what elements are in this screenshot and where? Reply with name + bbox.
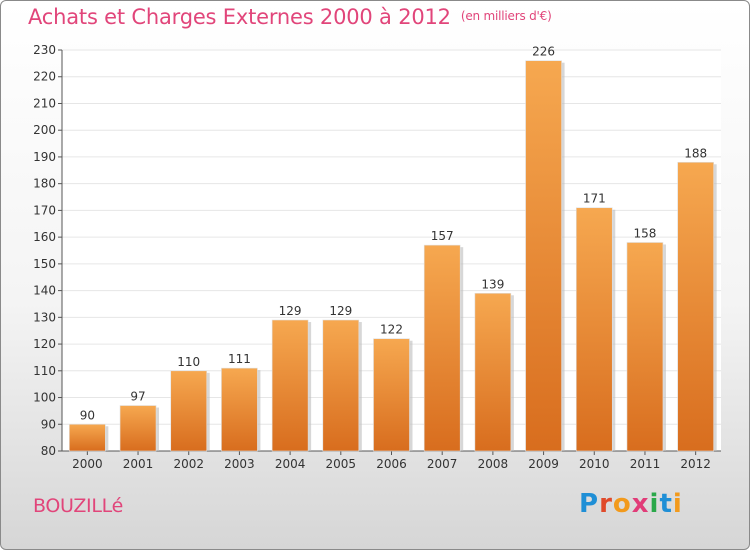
x-tick-label: 2009 bbox=[528, 457, 559, 471]
y-tick-label: 230 bbox=[33, 43, 56, 57]
data-label: 158 bbox=[634, 226, 657, 240]
bar-2009 bbox=[525, 60, 562, 452]
logo-letter: x bbox=[631, 489, 650, 519]
data-label: 226 bbox=[532, 45, 555, 59]
data-label: 97 bbox=[130, 390, 145, 404]
x-tick-label: 2007 bbox=[427, 457, 458, 471]
logo-letter: t bbox=[659, 489, 673, 519]
y-tick-label: 140 bbox=[33, 284, 56, 298]
label-layer: 90 97 110 111 129 129 122 157 139 226 171 158 188 bbox=[80, 45, 707, 423]
x-tick-label: 2005 bbox=[326, 457, 357, 471]
x-tick-label: 2012 bbox=[680, 457, 711, 471]
logo-letter: r bbox=[599, 489, 613, 519]
y-tick-label: 90 bbox=[41, 417, 56, 431]
x-tick-label: 2000 bbox=[72, 457, 103, 471]
bar-2000 bbox=[69, 423, 106, 452]
y-tick-label: 170 bbox=[33, 203, 56, 217]
data-label: 90 bbox=[80, 408, 95, 422]
y-tick-label: 150 bbox=[33, 257, 56, 271]
x-tick-label: 2002 bbox=[173, 457, 204, 471]
logo-letter: i bbox=[649, 489, 660, 519]
bar-2008 bbox=[474, 292, 512, 452]
y-tick-label: 190 bbox=[33, 150, 56, 164]
bar-2003 bbox=[221, 367, 258, 452]
y-tick-label: 220 bbox=[33, 70, 56, 84]
x-tick-label: 2003 bbox=[224, 457, 255, 471]
y-tick-label: 210 bbox=[33, 96, 56, 110]
bar-2005 bbox=[322, 319, 360, 452]
data-label: 122 bbox=[380, 323, 403, 337]
data-label: 157 bbox=[431, 229, 454, 243]
chart-unit: (en milliers d'€) bbox=[460, 9, 552, 23]
logo-letter: o bbox=[612, 489, 632, 519]
y-tick-label: 130 bbox=[33, 310, 56, 324]
data-label: 139 bbox=[481, 277, 504, 291]
y-tick-label: 110 bbox=[33, 364, 56, 378]
x-tick-label: 2004 bbox=[275, 457, 306, 471]
bar-2004 bbox=[271, 319, 309, 452]
commune-name: BOUZILLé bbox=[33, 495, 123, 517]
x-tick-label: 2006 bbox=[376, 457, 407, 471]
logo-letter: P bbox=[579, 489, 600, 519]
y-tick-label: 80 bbox=[41, 444, 56, 458]
y-tick-label: 160 bbox=[33, 230, 56, 244]
x-tick-label: 2011 bbox=[630, 457, 661, 471]
y-tick-label: 200 bbox=[33, 123, 56, 137]
bar-2012 bbox=[677, 161, 714, 452]
bar-2007 bbox=[423, 244, 461, 452]
data-label: 188 bbox=[684, 146, 707, 160]
bar-2010 bbox=[575, 207, 613, 452]
data-label: 129 bbox=[279, 304, 302, 318]
x-tick-label: 2001 bbox=[123, 457, 154, 471]
chart-title-text: Achats et Charges Externes 2000 à 2012 bbox=[28, 5, 451, 29]
x-tick-label: 2008 bbox=[478, 457, 509, 471]
proxiti-logo: Proxiti bbox=[579, 489, 683, 519]
logo-letter: i bbox=[672, 489, 683, 519]
bar-2006 bbox=[373, 338, 410, 452]
data-label: 129 bbox=[329, 304, 352, 318]
data-label: 110 bbox=[177, 355, 200, 369]
y-tick-label: 180 bbox=[33, 177, 56, 191]
y-tick-label: 120 bbox=[33, 337, 56, 351]
y-tick-label: 100 bbox=[33, 391, 56, 405]
bar-layer bbox=[69, 60, 717, 452]
chart-title: Achats et Charges Externes 2000 à 2012 (e… bbox=[28, 5, 552, 29]
data-label: 171 bbox=[583, 192, 606, 206]
bar-2001 bbox=[119, 405, 157, 452]
data-label: 111 bbox=[228, 352, 251, 366]
bar-2011 bbox=[626, 242, 664, 452]
x-tick-label: 2010 bbox=[579, 457, 610, 471]
bar-2002 bbox=[170, 370, 208, 452]
